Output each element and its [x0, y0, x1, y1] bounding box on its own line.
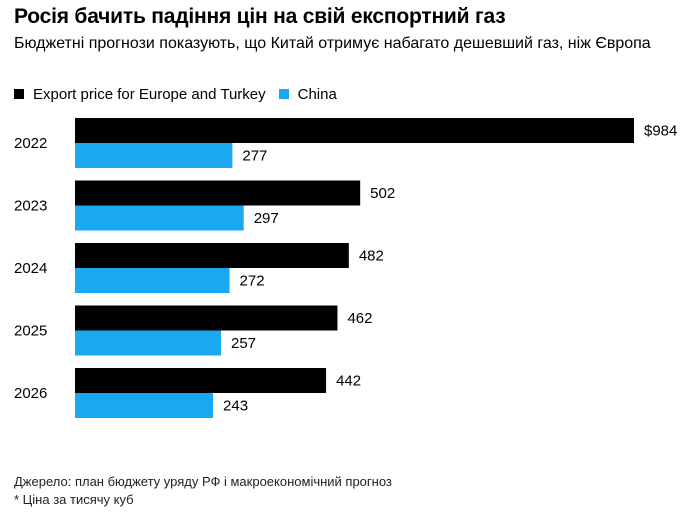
legend-label-china: China	[297, 85, 337, 103]
legend-label-europe: Export price for Europe and Turkey	[33, 85, 266, 103]
chart-legend: Export price for Europe and Turkey China	[14, 84, 350, 104]
value-label-china-2026: 243	[223, 398, 248, 415]
category-label-2023: 2023	[14, 198, 47, 215]
source-note: Джерело: план бюджету уряду РФ і макроек…	[14, 474, 392, 489]
category-label-2024: 2024	[14, 260, 47, 277]
value-label-china-2022: 277	[242, 148, 267, 165]
bar-chart: 2022 $984 277 2023 502 297 2024 482 272 2025 462 25…	[14, 118, 677, 418]
bar-china-2025	[75, 330, 221, 356]
bar-europe-2026	[75, 368, 327, 393]
chart-title: Росія бачить падіння цін на свій експорт…	[14, 5, 506, 28]
legend-item-europe: Export price for Europe and Turkey	[14, 86, 266, 103]
bar-europe-2023	[75, 180, 361, 206]
footnotes: Джерело: план бюджету уряду РФ і макроек…	[14, 473, 686, 509]
bar-europe-2025	[75, 305, 338, 331]
value-label-china-2024: 272	[240, 273, 265, 290]
value-label-europe-2025: 462	[347, 310, 372, 327]
category-label-2025: 2025	[14, 323, 47, 340]
value-label-europe-2026: 442	[336, 373, 361, 390]
legend-swatch-china	[278, 89, 289, 99]
legend-item-china: China	[278, 85, 337, 103]
value-label-europe-2022: $984	[644, 123, 677, 140]
bar-europe-2022	[75, 118, 634, 143]
value-label-china-2025: 257	[231, 335, 256, 352]
value-label-europe-2024: 482	[359, 248, 384, 265]
bar-china-2026	[75, 393, 214, 418]
bar-china-2023	[75, 205, 244, 231]
unit-note: * Ціна за тисячу куб	[14, 492, 134, 507]
value-label-europe-2023: 502	[370, 185, 395, 202]
value-label-china-2023: 297	[254, 210, 279, 227]
category-label-2022: 2022	[14, 135, 47, 152]
bar-china-2022	[75, 143, 233, 168]
chart-subtitle: Бюджетні прогнози показують, що Китай от…	[14, 35, 651, 52]
legend-swatch-europe	[14, 89, 24, 99]
bar-china-2024	[75, 268, 230, 293]
bar-europe-2024	[75, 243, 349, 268]
category-label-2026: 2026	[14, 385, 47, 402]
